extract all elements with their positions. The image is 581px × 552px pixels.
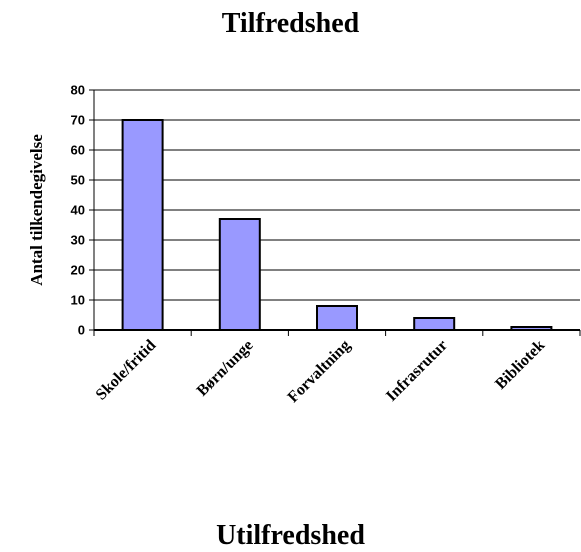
x-tick-label: Infrasrutur [383,337,451,405]
y-tick-label: 20 [71,263,85,278]
y-tick-label: 40 [71,203,85,218]
y-tick-label: 10 [71,293,85,308]
second-chart-title: Utilfredshed [216,520,365,551]
y-tick-label: 80 [71,83,85,98]
y-tick-label: 50 [71,173,85,188]
chart-title: Tilfredshed [221,8,360,39]
y-axis-title: Antal tilkendegivelse [27,134,46,286]
x-tick-label: Børn/unge [194,337,257,400]
y-tick-label: 60 [71,143,85,158]
y-tick-label: 70 [71,113,85,128]
x-tick-label: Skole/fritid [93,337,160,404]
x-tick-label: Bibliotek [492,337,548,393]
bar-chart: 0 10 20 30 40 50 60 70 80 Antal tilkendegivelse Sk… [27,83,581,406]
bar [218,218,261,331]
bar [413,317,456,331]
y-tick-label: 0 [78,323,85,338]
bar [316,305,358,331]
bar [121,119,164,331]
y-tick-label: 30 [71,233,85,248]
x-tick-label: Forvaltning [285,337,354,406]
